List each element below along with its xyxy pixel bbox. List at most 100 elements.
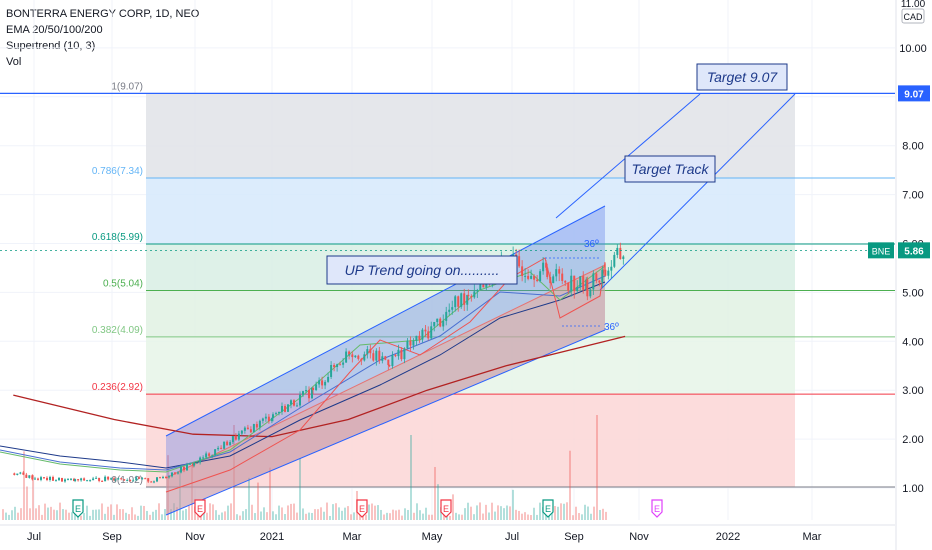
target-track-callout-text: Target Track bbox=[631, 161, 709, 177]
candle-body bbox=[604, 269, 607, 276]
candle-body bbox=[336, 364, 339, 368]
candle-body bbox=[147, 478, 150, 482]
candle-body bbox=[467, 294, 470, 297]
volume-bar bbox=[242, 511, 244, 520]
volume-bar bbox=[71, 512, 73, 520]
volume-bar bbox=[266, 512, 268, 520]
target-callout[interactable]: Target 9.07 bbox=[696, 63, 788, 91]
candle-body bbox=[177, 472, 179, 474]
candle-body bbox=[415, 335, 418, 341]
candle-body bbox=[162, 476, 164, 478]
currency-badge[interactable] bbox=[901, 8, 925, 24]
candle-body bbox=[378, 350, 381, 361]
candle-body bbox=[354, 355, 357, 358]
earnings-badge[interactable] bbox=[72, 499, 84, 518]
indicator-supertrend[interactable]: Supertrend (10, 3) bbox=[6, 40, 96, 52]
price-axis[interactable]: 11.00CAD10.009.008.007.006.005.004.003.0… bbox=[898, 0, 930, 495]
volume-bar bbox=[299, 458, 301, 520]
candle-body bbox=[86, 480, 89, 482]
candle-body bbox=[470, 296, 473, 298]
volume-bar bbox=[488, 512, 490, 520]
candle-body bbox=[264, 416, 267, 419]
volume-bar bbox=[5, 512, 7, 520]
volume-bar bbox=[251, 504, 253, 520]
earnings-badge[interactable] bbox=[440, 499, 452, 518]
volume-bar bbox=[236, 514, 238, 520]
volume-bar bbox=[341, 510, 343, 520]
currency-label: CAD bbox=[903, 12, 923, 22]
candle-body bbox=[530, 275, 533, 279]
time-axis-tick: Mar bbox=[803, 531, 822, 543]
candle-body bbox=[150, 481, 153, 483]
volume-bar bbox=[149, 514, 151, 520]
candle-body bbox=[586, 279, 589, 297]
candle-body bbox=[186, 464, 188, 471]
target-track-callout-box bbox=[624, 155, 716, 183]
angle-markers[interactable]: 36º 36º bbox=[545, 239, 619, 333]
volume-bar bbox=[215, 510, 217, 520]
volume-bar bbox=[494, 511, 496, 520]
candle-body bbox=[348, 351, 351, 355]
candle-body bbox=[77, 479, 80, 481]
candle-body bbox=[567, 282, 570, 291]
volume-bar bbox=[116, 504, 118, 520]
earnings-badge[interactable] bbox=[194, 499, 206, 518]
volume-bar bbox=[146, 510, 148, 520]
candle-body bbox=[576, 287, 579, 292]
volume-bar bbox=[485, 504, 487, 520]
channel-mid-line bbox=[165, 264, 606, 479]
ema-100-line bbox=[0, 281, 606, 469]
price-tick: 4.00 bbox=[902, 336, 923, 348]
supertrend-line bbox=[165, 257, 606, 493]
volume-bar bbox=[407, 509, 409, 520]
candle-body bbox=[117, 478, 120, 480]
volume-bar bbox=[503, 508, 505, 520]
volume-bar bbox=[512, 489, 514, 520]
candle-body bbox=[281, 405, 283, 412]
volume-bar bbox=[521, 513, 523, 520]
earnings-badge[interactable] bbox=[542, 499, 554, 518]
volume-bar bbox=[269, 467, 271, 520]
volume-bar bbox=[233, 425, 235, 520]
candle-body bbox=[40, 477, 42, 480]
volume-bar bbox=[170, 509, 172, 520]
indicator-volume[interactable]: Vol bbox=[6, 56, 22, 68]
candle-body bbox=[229, 442, 232, 446]
earnings-badge[interactable] bbox=[356, 499, 368, 518]
target-track-callout[interactable]: Target Track bbox=[624, 155, 716, 183]
volume-bar bbox=[275, 514, 277, 520]
uptrend-callout[interactable]: UP Trend going on.......... bbox=[326, 255, 518, 285]
candle-body bbox=[73, 478, 75, 481]
candle-body bbox=[369, 349, 372, 354]
channel-bottom-line bbox=[165, 329, 606, 516]
indicator-ema[interactable]: EMA 20/50/100/200 bbox=[6, 24, 103, 36]
candle-body bbox=[524, 275, 527, 277]
candle-body bbox=[546, 267, 549, 278]
earnings-badge[interactable] bbox=[651, 499, 663, 518]
volume-bar bbox=[548, 515, 550, 520]
time-axis-tick: Jul bbox=[505, 531, 519, 543]
volume-bar bbox=[443, 514, 445, 520]
volume-bar bbox=[578, 513, 580, 520]
volume-bar bbox=[89, 515, 91, 520]
volume-bar bbox=[365, 514, 367, 520]
volume-bar bbox=[140, 505, 142, 520]
price-tick: 8.00 bbox=[902, 141, 923, 153]
volume-bar bbox=[128, 514, 130, 520]
candle-body bbox=[421, 329, 424, 340]
candle-body bbox=[180, 466, 182, 473]
volume-bar bbox=[44, 503, 46, 520]
fib-level-label: 0.786(7.34) bbox=[92, 166, 143, 177]
candle-body bbox=[141, 478, 144, 480]
candle-body bbox=[454, 296, 457, 308]
candle-body bbox=[439, 318, 442, 327]
candle-body bbox=[564, 280, 567, 283]
candle-body bbox=[135, 477, 138, 481]
candle-body bbox=[324, 381, 327, 386]
target-callout-text: Target 9.07 bbox=[707, 69, 779, 85]
volume-bar bbox=[476, 505, 478, 520]
candle-body bbox=[412, 340, 415, 346]
volume-bar bbox=[557, 506, 559, 520]
